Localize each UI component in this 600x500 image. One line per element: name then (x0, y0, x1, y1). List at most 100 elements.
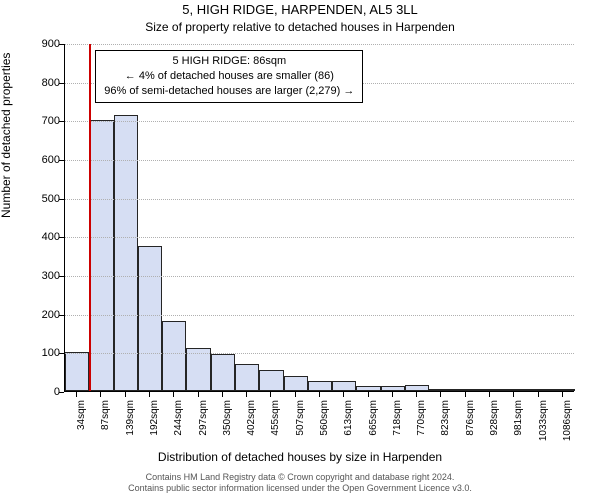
x-tick-mark (198, 392, 199, 397)
x-tick-label: 87sqm (100, 400, 111, 450)
histogram-bar (332, 381, 356, 391)
histogram-bar (186, 348, 210, 391)
y-tick-label: 400 (26, 231, 60, 243)
histogram-bar (454, 389, 478, 391)
x-tick-label: 455sqm (270, 400, 281, 450)
y-tick-mark (59, 353, 64, 354)
x-tick-mark (440, 392, 441, 397)
x-tick-mark (416, 392, 417, 397)
histogram-bar (551, 389, 575, 391)
x-tick-mark (295, 392, 296, 397)
histogram-bar (308, 381, 332, 391)
y-tick-mark (59, 199, 64, 200)
x-tick-label: 1033sqm (538, 400, 549, 450)
x-tick-label: 139sqm (125, 400, 136, 450)
y-tick-label: 600 (26, 154, 60, 166)
x-tick-label: 665sqm (368, 400, 379, 450)
histogram-bar (162, 321, 186, 391)
x-tick-label: 718sqm (392, 400, 403, 450)
y-tick-mark (59, 121, 64, 122)
histogram-bar (114, 115, 138, 391)
x-tick-label: 823sqm (440, 400, 451, 450)
histogram-bar (284, 376, 308, 391)
grid-line (65, 237, 574, 238)
x-tick-label: 192sqm (149, 400, 160, 450)
y-tick-mark (59, 392, 64, 393)
x-tick-mark (319, 392, 320, 397)
x-tick-mark (222, 392, 223, 397)
x-tick-mark (465, 392, 466, 397)
grid-line (65, 44, 574, 45)
y-tick-label: 100 (26, 347, 60, 359)
histogram-bar (478, 389, 502, 391)
y-tick-mark (59, 160, 64, 161)
x-tick-label: 297sqm (198, 400, 209, 450)
annotation-line: 96% of semi-detached houses are larger (… (104, 84, 354, 99)
x-tick-label: 560sqm (319, 400, 330, 450)
grid-line (65, 160, 574, 161)
y-tick-label: 0 (26, 386, 60, 398)
x-tick-mark (392, 392, 393, 397)
x-tick-mark (368, 392, 369, 397)
y-tick-label: 900 (26, 38, 60, 50)
y-tick-label: 700 (26, 115, 60, 127)
histogram-chart: 5, HIGH RIDGE, HARPENDEN, AL5 3LL Size o… (0, 0, 600, 500)
x-tick-label: 876sqm (465, 400, 476, 450)
x-tick-mark (489, 392, 490, 397)
x-tick-mark (173, 392, 174, 397)
x-tick-label: 507sqm (295, 400, 306, 450)
x-tick-label: 34sqm (76, 400, 87, 450)
grid-line (65, 315, 574, 316)
y-tick-label: 200 (26, 309, 60, 321)
histogram-bar (211, 354, 235, 391)
footer-text: Contains HM Land Registry data © Crown c… (0, 472, 600, 494)
grid-line (65, 353, 574, 354)
x-tick-mark (562, 392, 563, 397)
histogram-bar (259, 370, 283, 391)
chart-title: 5, HIGH RIDGE, HARPENDEN, AL5 3LL (0, 2, 600, 17)
y-tick-mark (59, 315, 64, 316)
histogram-bar (502, 389, 526, 391)
x-tick-mark (246, 392, 247, 397)
histogram-bar (138, 246, 162, 391)
annotation-box: 5 HIGH RIDGE: 86sqm← 4% of detached hous… (95, 50, 363, 103)
x-tick-label: 402sqm (246, 400, 257, 450)
x-tick-mark (76, 392, 77, 397)
y-tick-mark (59, 83, 64, 84)
x-tick-label: 244sqm (173, 400, 184, 450)
y-tick-label: 800 (26, 77, 60, 89)
histogram-bar (526, 389, 550, 391)
x-tick-mark (100, 392, 101, 397)
x-tick-label: 770sqm (416, 400, 427, 450)
x-tick-label: 350sqm (222, 400, 233, 450)
histogram-bar (65, 352, 89, 391)
histogram-bar (429, 389, 453, 391)
x-tick-label: 613sqm (343, 400, 354, 450)
y-tick-label: 500 (26, 193, 60, 205)
histogram-bar (356, 386, 380, 391)
footer-line-1: Contains HM Land Registry data © Crown c… (0, 472, 600, 483)
x-tick-mark (538, 392, 539, 397)
y-tick-mark (59, 237, 64, 238)
x-tick-mark (513, 392, 514, 397)
annotation-line: ← 4% of detached houses are smaller (86) (104, 69, 354, 84)
reference-line (89, 44, 91, 391)
grid-line (65, 121, 574, 122)
grid-line (65, 199, 574, 200)
y-tick-mark (59, 276, 64, 277)
histogram-bar (235, 364, 259, 391)
x-tick-mark (125, 392, 126, 397)
x-tick-mark (270, 392, 271, 397)
y-axis-title: Number of detached properties (0, 53, 13, 218)
y-tick-mark (59, 44, 64, 45)
plot-area: 5 HIGH RIDGE: 86sqm← 4% of detached hous… (64, 44, 574, 392)
x-tick-mark (343, 392, 344, 397)
x-tick-label: 1086sqm (562, 400, 573, 450)
annotation-line: 5 HIGH RIDGE: 86sqm (104, 54, 354, 69)
x-axis-title: Distribution of detached houses by size … (0, 450, 600, 464)
x-tick-label: 981sqm (513, 400, 524, 450)
footer-line-2: Contains public sector information licen… (0, 483, 600, 494)
histogram-bar (405, 385, 429, 391)
x-tick-mark (149, 392, 150, 397)
histogram-bar (381, 386, 405, 391)
